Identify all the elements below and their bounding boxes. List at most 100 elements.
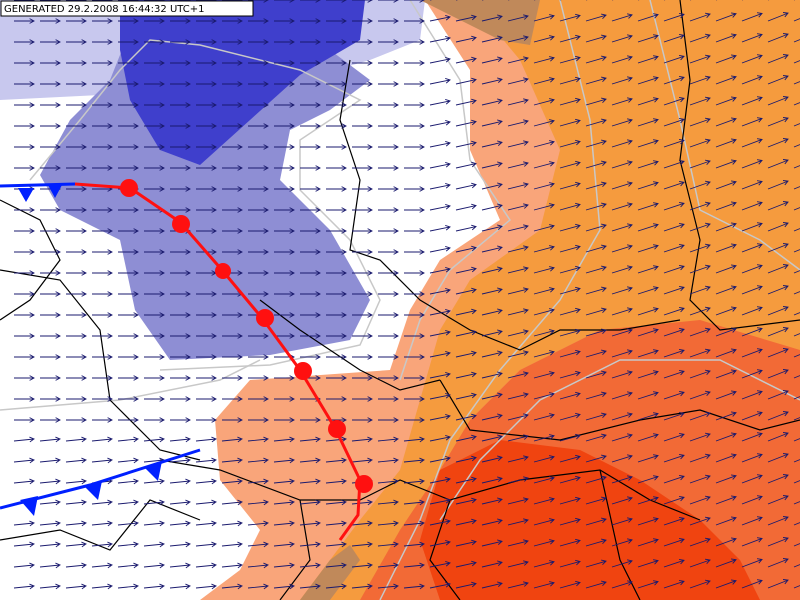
wind-arrow xyxy=(741,537,763,547)
wind-arrow xyxy=(793,585,800,589)
wind-arrow xyxy=(352,375,373,381)
wind-arrow xyxy=(222,144,243,150)
wind-arrow xyxy=(144,18,165,24)
wind-arrow xyxy=(13,583,35,590)
wind-arrow xyxy=(195,583,217,590)
wind-arrow xyxy=(325,520,347,527)
wind-arrow xyxy=(274,186,295,192)
wind-arrow xyxy=(91,541,113,548)
wind-arrow xyxy=(741,243,763,253)
wind-arrow xyxy=(741,180,763,190)
wind-arrow xyxy=(793,417,800,421)
wind-arrow xyxy=(92,39,113,45)
wind-arrow xyxy=(40,144,61,150)
wind-arrow xyxy=(247,478,269,485)
wind-arrow xyxy=(66,417,87,423)
wind-arrow xyxy=(221,478,243,485)
wind-arrow xyxy=(637,139,659,148)
wind-arrow xyxy=(378,39,399,45)
wind-arrow xyxy=(326,102,347,108)
wind-arrow xyxy=(455,497,477,505)
wind-arrow xyxy=(741,96,763,106)
wind-arrow xyxy=(585,454,607,463)
wind-arrow xyxy=(741,138,763,148)
wind-arrow xyxy=(533,497,555,505)
wind-arrow xyxy=(351,520,373,527)
wind-arrow xyxy=(40,165,61,171)
wind-arrow xyxy=(352,228,373,234)
wind-arrow xyxy=(715,33,737,43)
wind-arrow xyxy=(377,457,399,464)
wind-arrow xyxy=(637,580,659,589)
wind-arrow xyxy=(274,144,295,150)
wind-arrow xyxy=(637,97,659,106)
wind-arrow xyxy=(585,244,607,253)
wind-arrow xyxy=(585,307,607,316)
wind-arrow xyxy=(118,207,139,213)
wind-arrow xyxy=(169,499,191,506)
wind-arrow xyxy=(585,13,607,22)
wind-arrow xyxy=(585,286,607,295)
wind-arrow xyxy=(637,55,659,64)
wind-arrow xyxy=(559,118,581,127)
wind-arrow xyxy=(144,333,165,339)
wind-arrow xyxy=(144,102,165,108)
wind-arrow xyxy=(793,81,800,85)
wind-arrow xyxy=(326,312,347,318)
wind-arrow xyxy=(507,14,529,22)
wind-arrow xyxy=(351,541,373,548)
wind-arrow xyxy=(65,457,87,464)
wind-arrow xyxy=(559,13,581,22)
wind-arrow xyxy=(793,354,800,358)
wind-arrow xyxy=(299,478,321,485)
wind-arrow xyxy=(170,333,191,339)
wind-arrow xyxy=(222,18,243,24)
wind-arrow xyxy=(118,228,139,234)
wind-arrow xyxy=(507,287,529,295)
wind-arrow xyxy=(92,312,113,318)
wind-arrow xyxy=(170,144,191,150)
wind-arrow xyxy=(507,350,529,358)
wind-arrow xyxy=(663,12,685,22)
wind-arrow xyxy=(326,144,347,150)
wind-arrow xyxy=(533,266,555,274)
wind-arrow xyxy=(273,520,295,527)
wind-arrow xyxy=(404,81,425,87)
wind-arrow xyxy=(247,520,269,527)
wind-arrow xyxy=(66,39,87,45)
border xyxy=(0,269,201,461)
wind-arrow xyxy=(92,270,113,276)
wind-arrow xyxy=(352,60,373,66)
wind-arrow xyxy=(533,35,555,43)
wind-arrow xyxy=(611,454,633,463)
wind-arrow xyxy=(378,18,399,24)
wind-arrow xyxy=(481,119,503,127)
wind-arrow xyxy=(326,270,347,276)
wind-arrow xyxy=(274,396,295,402)
wind-arrow xyxy=(611,517,633,526)
wind-arrow xyxy=(533,140,555,148)
wind-arrow xyxy=(767,558,789,568)
wind-arrow xyxy=(663,96,685,106)
wind-arrow xyxy=(404,165,425,171)
wind-arrow xyxy=(274,228,295,234)
wind-arrow xyxy=(637,412,659,421)
wind-arrow xyxy=(118,123,139,129)
wind-arrow xyxy=(429,182,451,190)
wind-arrow xyxy=(351,499,373,506)
wind-arrow xyxy=(611,97,633,106)
wind-arrow xyxy=(637,496,659,505)
isoline xyxy=(399,0,511,381)
wind-arrow xyxy=(39,583,61,590)
wind-arrow xyxy=(793,123,800,127)
wind-arrow xyxy=(221,457,243,464)
wind-arrow xyxy=(170,249,191,255)
wind-arrow xyxy=(170,60,191,66)
wind-arrow xyxy=(325,457,347,464)
wind-arrow xyxy=(429,476,451,484)
wind-arrow xyxy=(352,207,373,213)
wind-arrow xyxy=(481,35,503,43)
wind-arrow xyxy=(378,0,399,3)
wind-arrow xyxy=(637,223,659,232)
wind-arrow xyxy=(767,201,789,211)
